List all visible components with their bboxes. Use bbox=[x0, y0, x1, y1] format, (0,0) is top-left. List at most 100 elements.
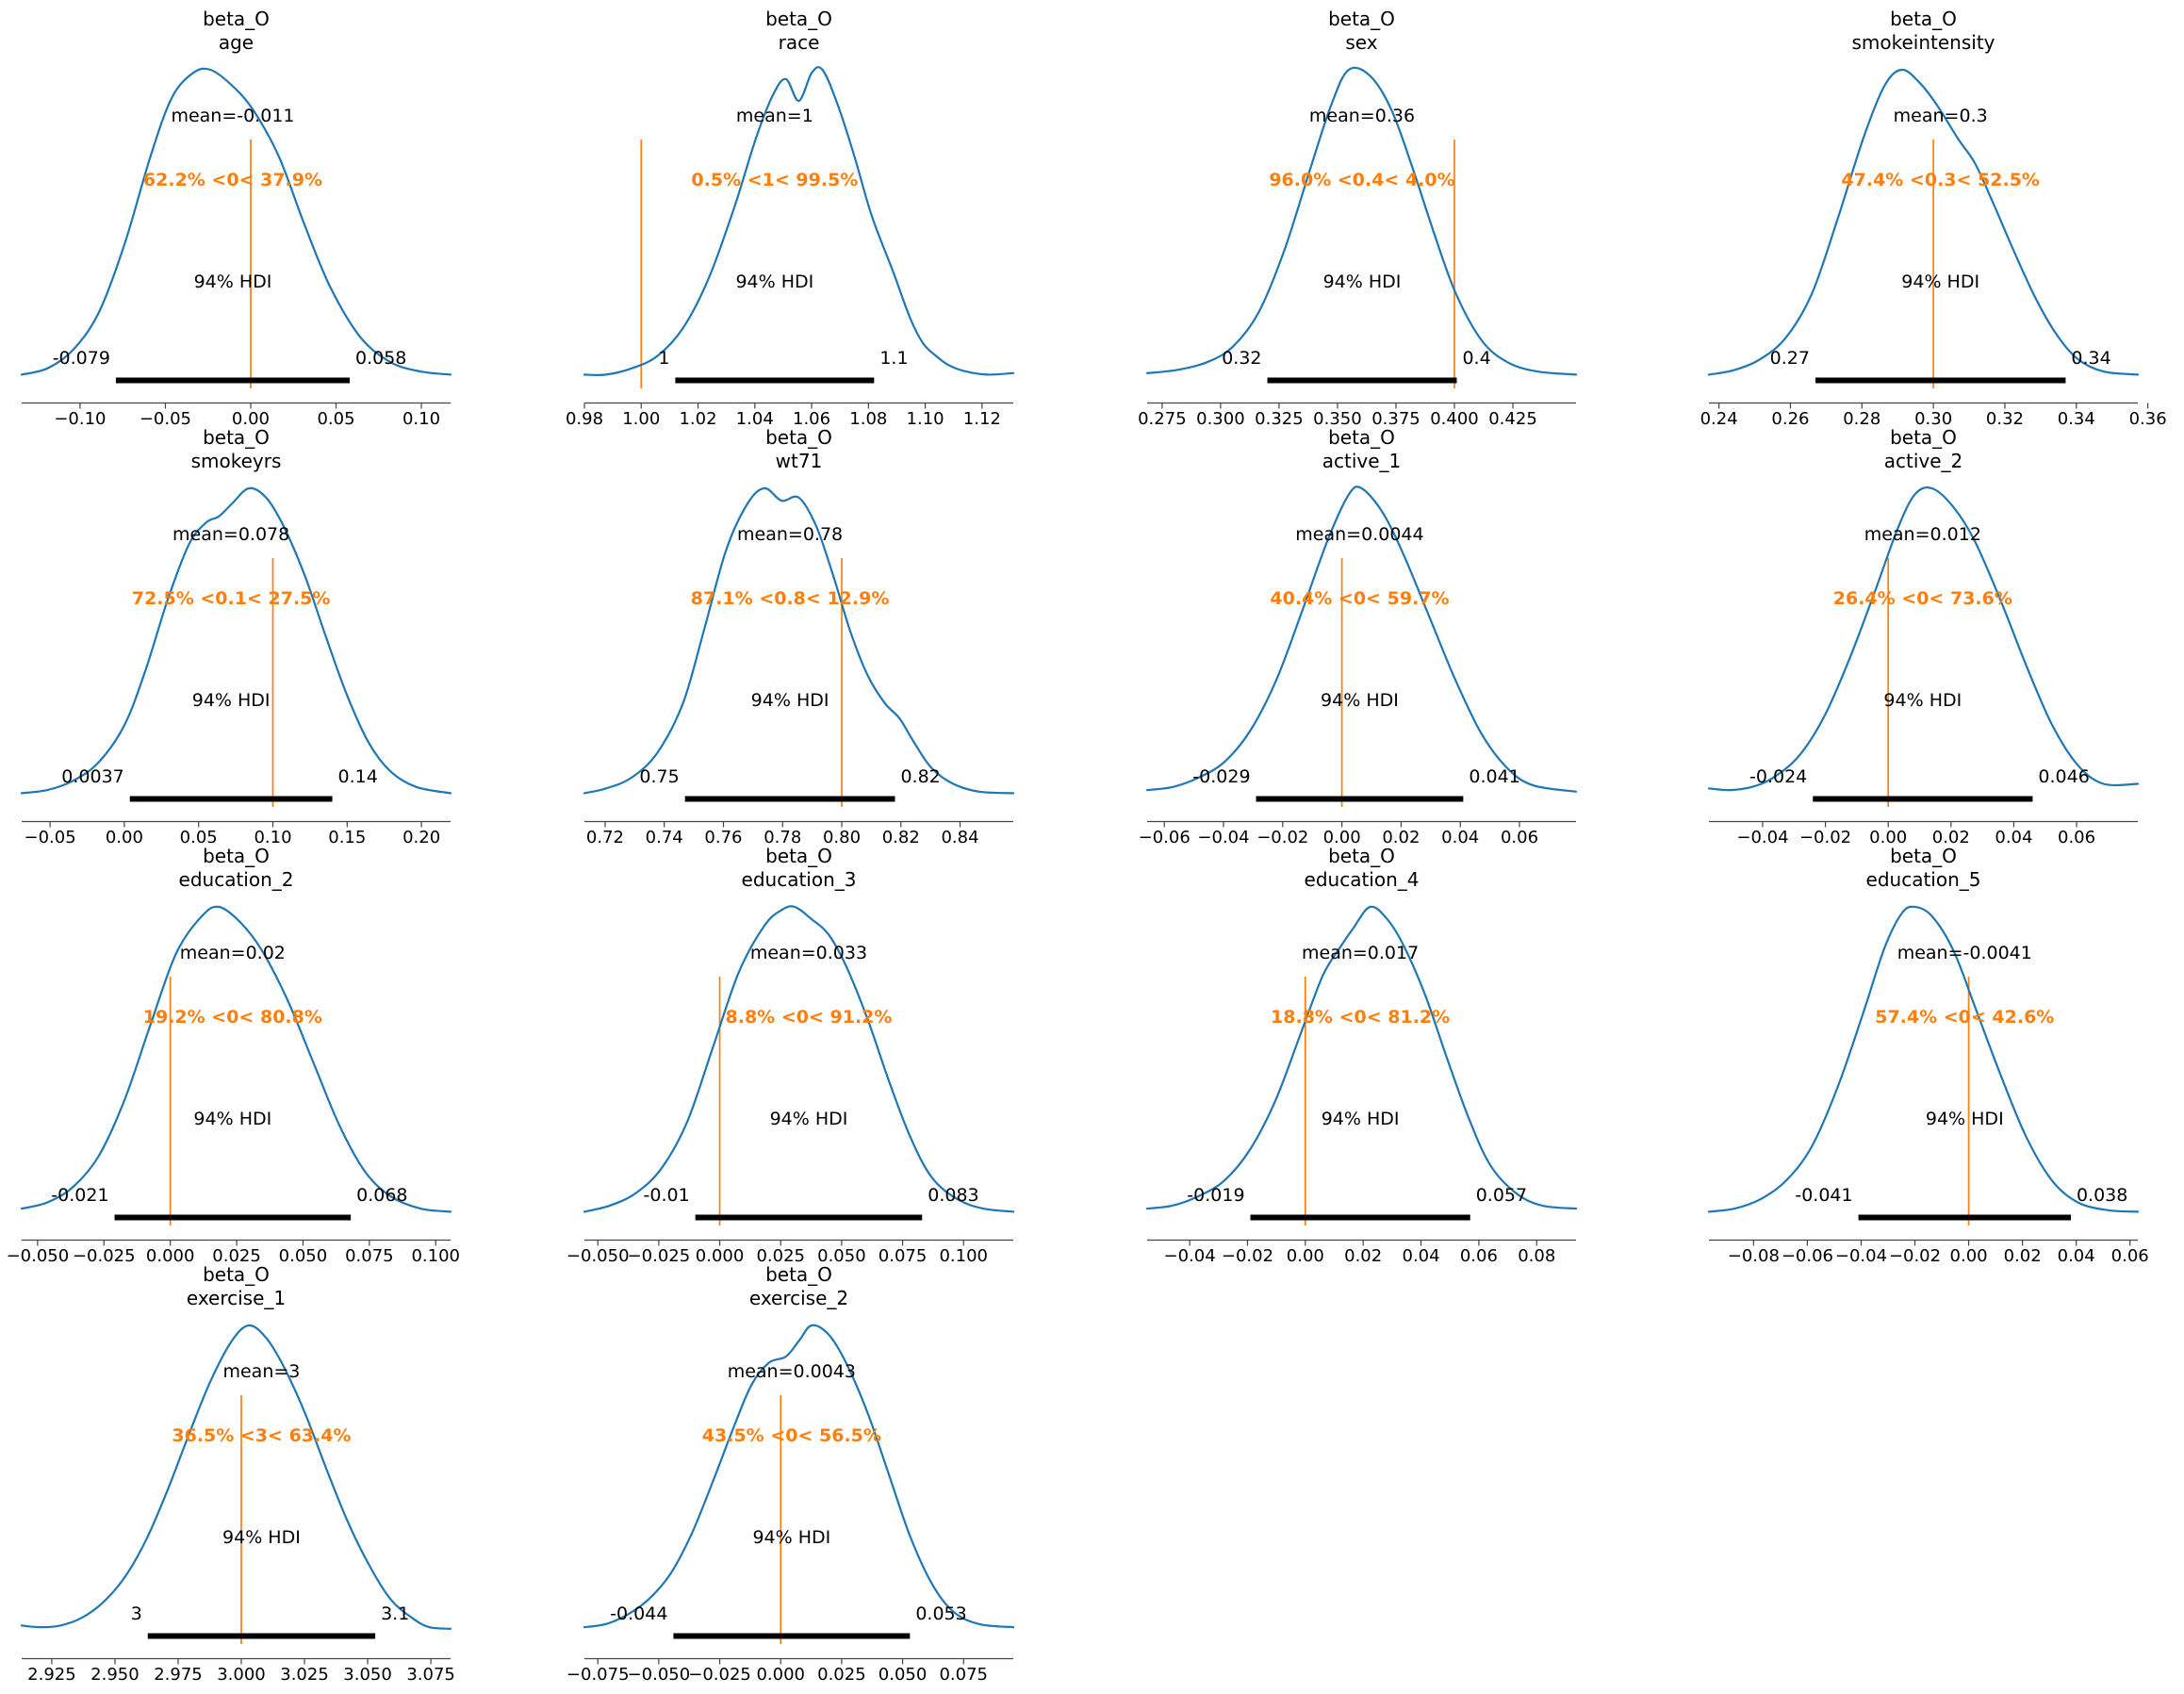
hdi-interval-label: 94% HDI bbox=[750, 690, 829, 711]
subplot-education_4: beta_O education_4 mean=0.017 18.8% <0< 81.… bbox=[1092, 837, 1637, 1266]
mean-label: mean=1 bbox=[735, 106, 813, 126]
x-tick-label: 0.00 bbox=[1286, 1246, 1324, 1266]
subplot-canvas bbox=[1145, 905, 1578, 1246]
subplot-title: beta_O exercise_1 bbox=[22, 1263, 451, 1310]
x-tick-label: 1.12 bbox=[962, 409, 1001, 429]
hdi-upper-value: 0.34 bbox=[2071, 348, 2111, 369]
x-tick-label: 0.04 bbox=[1402, 1246, 1440, 1266]
x-tick-label: 0.02 bbox=[2003, 1246, 2042, 1266]
hdi-upper-value: 0.14 bbox=[337, 766, 378, 787]
subplot-title-line2: smokeyrs bbox=[190, 450, 282, 472]
mean-label: mean=0.3 bbox=[1893, 106, 1988, 126]
x-tick-label: −0.02 bbox=[1888, 1246, 1942, 1266]
subplot-title: beta_O age bbox=[22, 8, 451, 55]
subplot-canvas bbox=[20, 486, 452, 828]
subplot-canvas bbox=[1145, 485, 1578, 828]
x-tick-label: −0.10 bbox=[54, 409, 107, 429]
hdi-upper-value: 0.82 bbox=[900, 766, 941, 787]
kde-curve bbox=[1145, 485, 1578, 793]
subplot-title: beta_O smokeintensity bbox=[1709, 8, 2138, 55]
x-tick-label: 0.300 bbox=[1196, 409, 1245, 429]
x-tick-label: 0.075 bbox=[878, 1246, 928, 1266]
x-tick-label: 0.000 bbox=[145, 1246, 195, 1266]
subplot-title-line2: race bbox=[778, 31, 820, 54]
hdi-upper-value: 0.068 bbox=[356, 1185, 408, 1206]
x-tick-label: 0.075 bbox=[939, 1665, 988, 1685]
hdi-interval-label: 94% HDI bbox=[1322, 271, 1402, 292]
hdi-lower-value: -0.044 bbox=[610, 1604, 668, 1624]
hdi-lower-value: -0.024 bbox=[1749, 766, 1808, 787]
kde-curve bbox=[583, 905, 1015, 1213]
hdi-interval-label: 94% HDI bbox=[1901, 271, 1980, 292]
x-tick-label: 0.26 bbox=[1771, 409, 1810, 429]
subplot-title-line1: beta_O bbox=[1328, 845, 1395, 867]
hdi-interval-label: 94% HDI bbox=[1321, 690, 1399, 711]
x-tick-label: 0.00 bbox=[105, 828, 143, 847]
mean-label: mean=-0.011 bbox=[171, 106, 295, 126]
subplot-title-line1: beta_O bbox=[203, 845, 270, 867]
subplot-canvas bbox=[1145, 66, 1578, 409]
subplot-education_5: beta_O education_5 mean=-0.0041 57.4% <0< 4… bbox=[1638, 837, 2184, 1266]
x-tick-label: 0.00 bbox=[1949, 1246, 1988, 1266]
hdi-upper-value: 3.1 bbox=[381, 1604, 410, 1624]
hdi-upper-value: 0.057 bbox=[1475, 1185, 1528, 1206]
x-tick-label: 0.24 bbox=[1700, 409, 1738, 429]
hdi-lower-value: -0.079 bbox=[52, 348, 110, 369]
reference-probability-label: 43.5% <0< 56.5% bbox=[701, 1425, 881, 1446]
subplot-title-line1: beta_O bbox=[1890, 845, 1957, 867]
kde-curve bbox=[1145, 905, 1578, 1210]
kde-curve bbox=[20, 486, 452, 795]
reference-probability-label: 62.2% <0< 37.9% bbox=[142, 170, 323, 190]
subplot-canvas bbox=[583, 486, 1015, 828]
x-tick-label: −0.05 bbox=[139, 409, 192, 429]
x-tick-label: 0.05 bbox=[179, 828, 218, 847]
x-tick-label: 0.425 bbox=[1488, 409, 1537, 429]
subplot-canvas bbox=[20, 1324, 452, 1665]
kde-curve bbox=[20, 905, 452, 1213]
subplot-canvas bbox=[1707, 68, 2149, 409]
x-tick-label: 0.100 bbox=[411, 1246, 460, 1266]
x-tick-label: 0.82 bbox=[881, 828, 920, 847]
subplot-title-line1: beta_O bbox=[765, 8, 832, 30]
x-tick-label: 0.20 bbox=[402, 828, 441, 847]
x-tick-label: 0.00 bbox=[1322, 828, 1361, 847]
subplot-title-line2: education_2 bbox=[178, 868, 294, 891]
subplot-title-line1: beta_O bbox=[1890, 426, 1957, 449]
x-tick-label: 0.28 bbox=[1843, 409, 1881, 429]
subplot-title-line2: exercise_2 bbox=[748, 1287, 849, 1309]
subplot-wt71: beta_O wt71 mean=0.78 87.1% <0.8< 12.9% 94% … bbox=[546, 419, 1092, 847]
hdi-lower-value: -0.021 bbox=[51, 1185, 109, 1206]
mean-label: mean=0.078 bbox=[172, 524, 290, 545]
subplot-title: beta_O exercise_2 bbox=[584, 1263, 1013, 1310]
kde-curve bbox=[20, 67, 452, 376]
hdi-upper-value: 0.053 bbox=[915, 1604, 967, 1624]
reference-probability-label: 36.5% <3< 63.4% bbox=[172, 1425, 352, 1446]
hdi-lower-value: -0.029 bbox=[1192, 766, 1251, 787]
subplot-canvas bbox=[20, 905, 452, 1246]
x-tick-label: 0.10 bbox=[254, 828, 292, 847]
hdi-upper-value: 0.038 bbox=[2076, 1185, 2128, 1206]
subplot-smokeintensity: beta_O smokeintensity mean=0.3 47.4% <0.3< … bbox=[1638, 0, 2184, 429]
x-tick-label: 1.02 bbox=[679, 409, 717, 429]
x-tick-label: −0.075 bbox=[566, 1665, 630, 1685]
hdi-interval-label: 94% HDI bbox=[191, 690, 271, 711]
x-tick-label: 0.72 bbox=[585, 828, 624, 847]
subplot-title-line1: beta_O bbox=[1328, 426, 1395, 449]
kde-curve bbox=[583, 66, 1015, 376]
hdi-lower-value: 0.75 bbox=[639, 766, 680, 787]
subplot-title: beta_O race bbox=[584, 8, 1013, 55]
reference-probability-label: 72.5% <0.1< 27.5% bbox=[131, 588, 331, 609]
subplot-title-line2: wt71 bbox=[775, 450, 823, 472]
x-tick-label: 0.06 bbox=[1459, 1246, 1498, 1266]
hdi-lower-value: -0.01 bbox=[643, 1185, 690, 1206]
subplot-canvas bbox=[1707, 905, 2140, 1246]
x-tick-label: 0.050 bbox=[278, 1246, 328, 1266]
x-tick-label: 0.02 bbox=[1931, 828, 1970, 847]
subplot-title-line2: education_4 bbox=[1304, 868, 1420, 891]
x-tick-label: 3.050 bbox=[343, 1665, 392, 1685]
x-tick-label: 0.08 bbox=[1518, 1246, 1556, 1266]
x-tick-label: 0.32 bbox=[1985, 409, 2024, 429]
x-tick-label: 0.000 bbox=[695, 1246, 745, 1266]
x-tick-label: 0.00 bbox=[231, 409, 270, 429]
x-tick-label: 0.78 bbox=[764, 828, 802, 847]
